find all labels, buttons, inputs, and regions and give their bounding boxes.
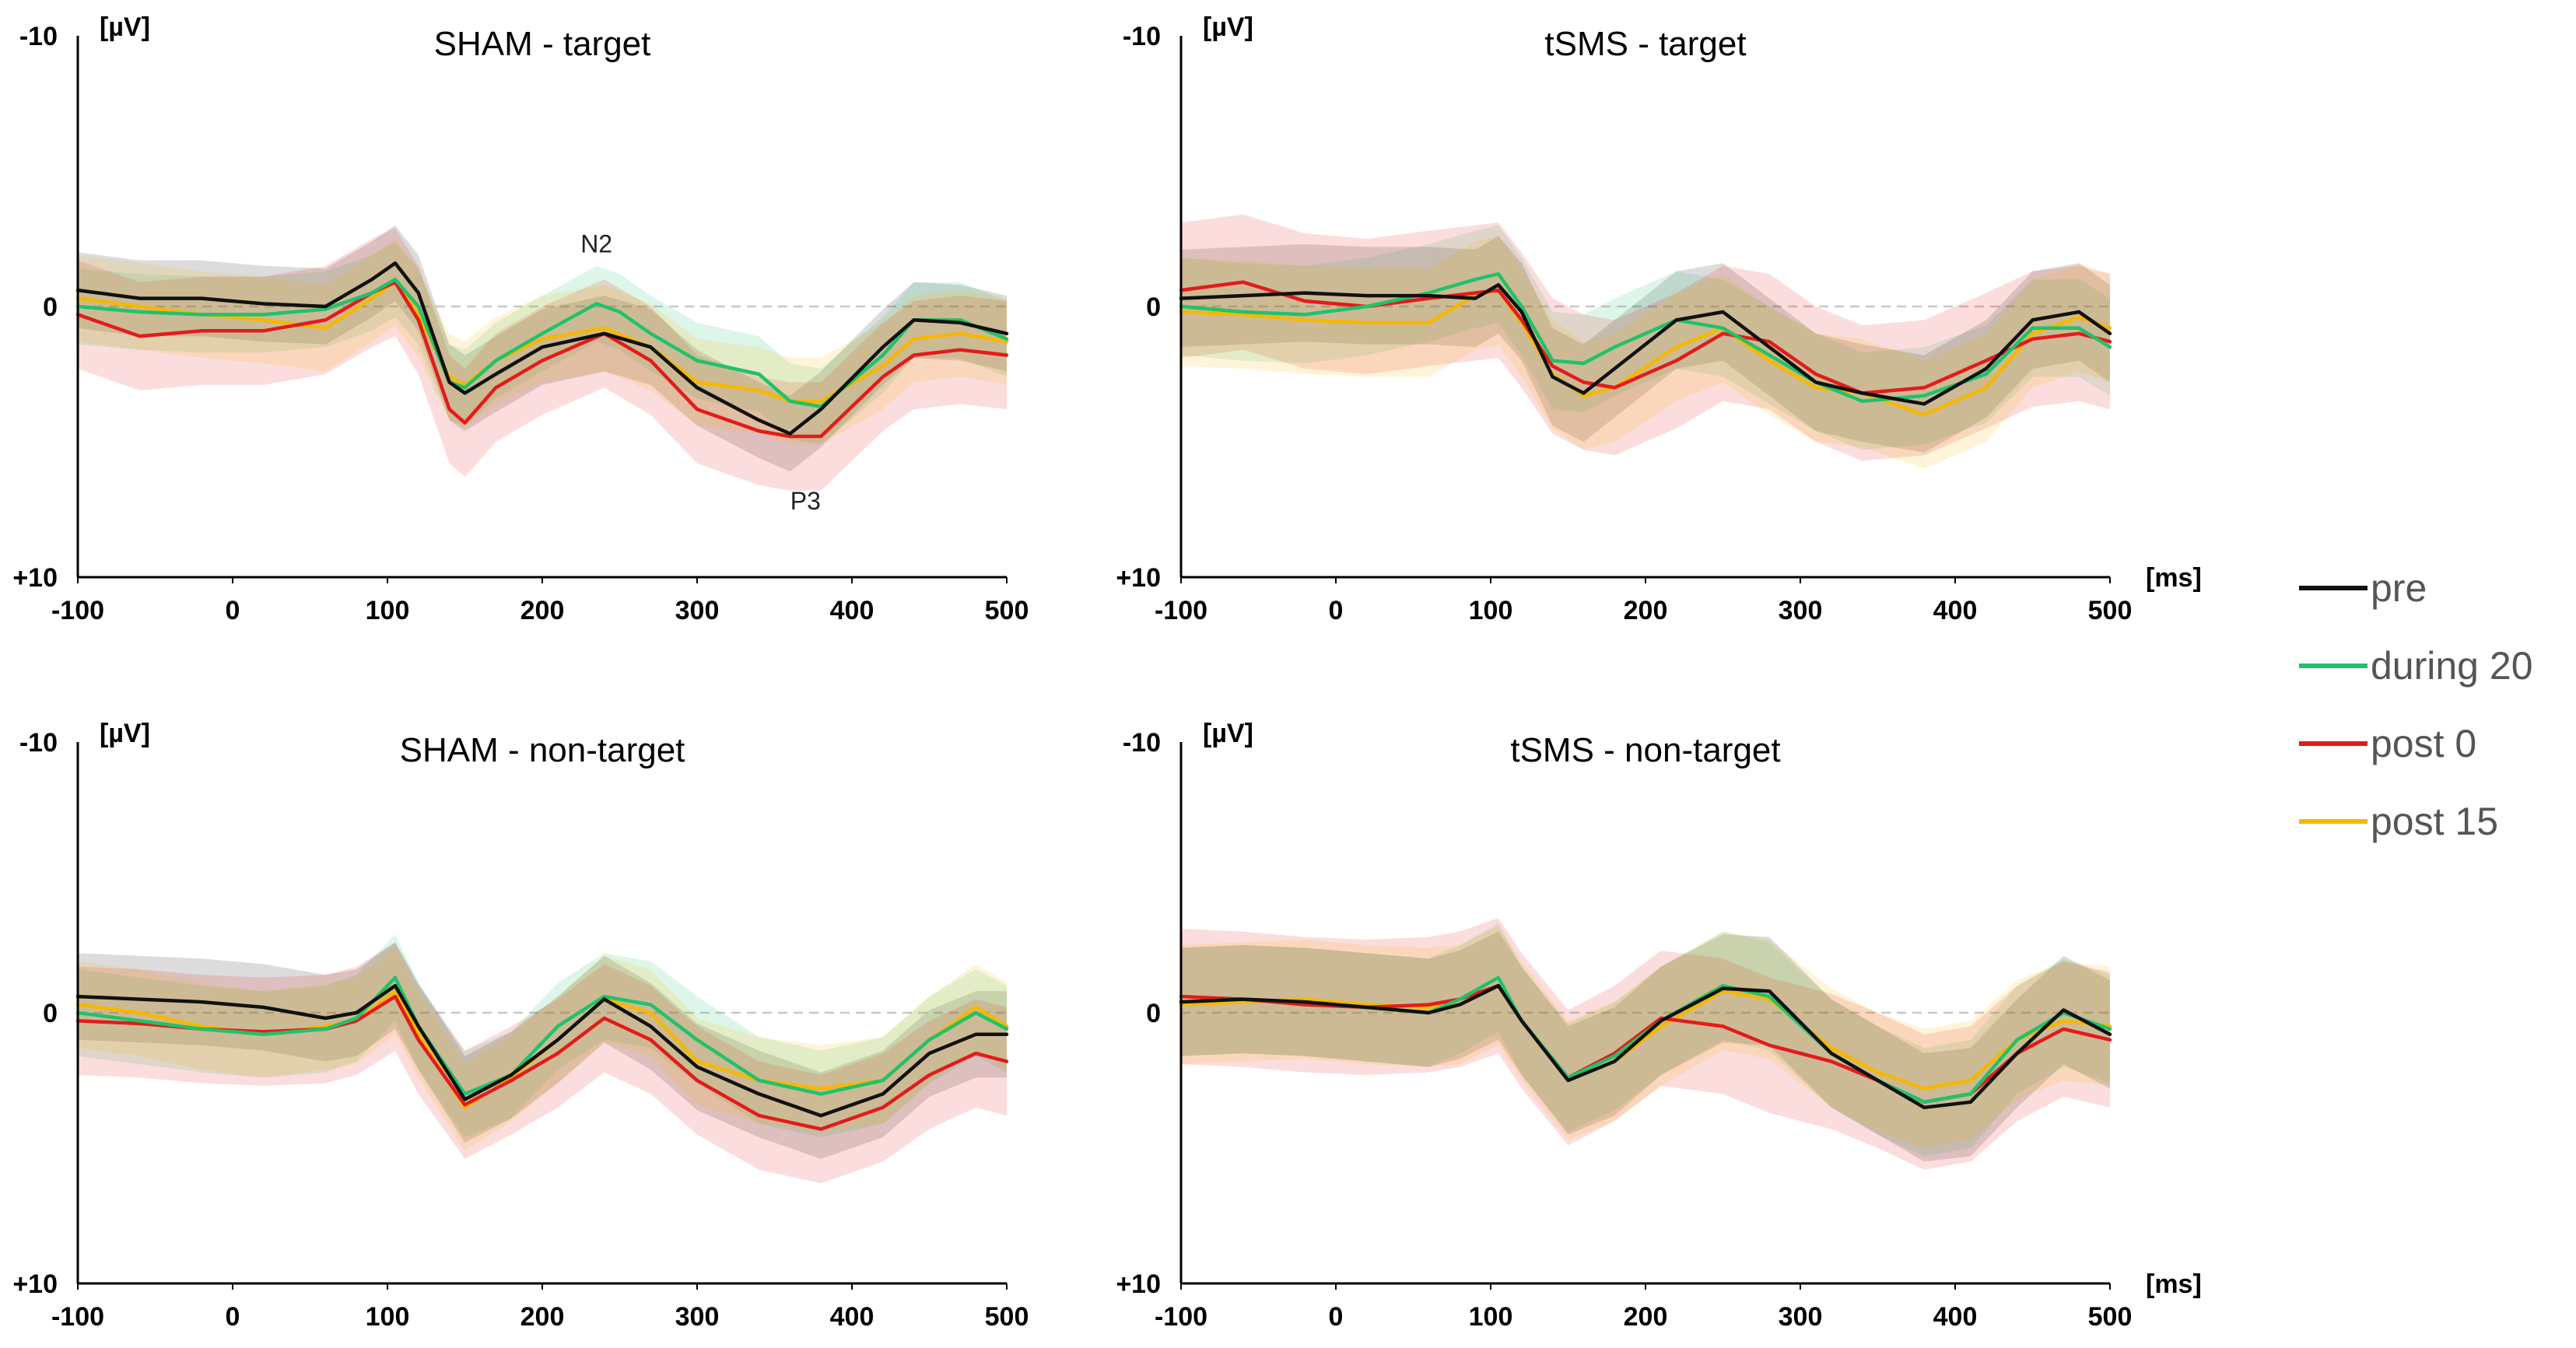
y-tick-top: -10 bbox=[1123, 22, 1161, 51]
series-line-pre bbox=[75, 261, 1009, 436]
y-tick-bottom: +10 bbox=[1116, 563, 1161, 593]
x-tick-label: 500 bbox=[985, 1302, 1029, 1332]
y-tick-top: -10 bbox=[19, 22, 58, 51]
y-tick-zero: 0 bbox=[43, 292, 58, 322]
x-tick-label: 300 bbox=[1779, 1302, 1823, 1332]
legend-label: during 20 bbox=[2371, 644, 2533, 688]
legend-label: pre bbox=[2371, 566, 2427, 610]
x-tick-label: 100 bbox=[366, 1302, 410, 1332]
series-line-pre bbox=[1179, 983, 2112, 1110]
annotation-p3: P3 bbox=[790, 487, 821, 515]
x-tick-label: 200 bbox=[1624, 596, 1668, 625]
panel-title: tSMS - target bbox=[1544, 25, 1746, 63]
y-tick-zero: 0 bbox=[1146, 292, 1161, 322]
x-tick-label: -100 bbox=[1155, 596, 1207, 625]
x-tick-label: 100 bbox=[1469, 1302, 1513, 1332]
panel-sham-nontarget: SHAM - non-target [µV] -10 0 +10 -100 0 10… bbox=[12, 719, 1029, 1332]
series-line-post-0 bbox=[75, 994, 1009, 1131]
x-tick-label: -100 bbox=[51, 596, 104, 625]
legend: pre during 20 post 0 post 15 bbox=[2299, 566, 2533, 843]
series-line-pre bbox=[75, 983, 1009, 1118]
x-tick-label: 100 bbox=[1469, 596, 1513, 625]
y-tick-bottom: +10 bbox=[12, 1269, 58, 1299]
y-unit-label: [µV] bbox=[100, 12, 150, 42]
x-tick-label: 500 bbox=[985, 596, 1029, 625]
x-tick-label: 0 bbox=[226, 1302, 240, 1332]
x-tick-label: 200 bbox=[1624, 1302, 1668, 1332]
x-unit-label: [ms] bbox=[2146, 563, 2202, 593]
panel-title: SHAM - target bbox=[434, 25, 651, 63]
x-tick-label: 400 bbox=[1933, 1302, 1978, 1332]
x-tick-label: 0 bbox=[226, 596, 240, 625]
y-tick-top: -10 bbox=[1123, 728, 1161, 758]
band-post-15 bbox=[78, 239, 1007, 445]
band-post-0 bbox=[1181, 918, 2110, 1170]
x-tick-label: 400 bbox=[1933, 596, 1978, 625]
x-tick-label: 400 bbox=[830, 596, 874, 625]
x-tick-label: -100 bbox=[51, 1302, 104, 1332]
band-during-20 bbox=[78, 934, 1007, 1138]
band-pre bbox=[1181, 931, 2110, 1162]
x-tick-label: 500 bbox=[2088, 1302, 2133, 1332]
annotation-n2: N2 bbox=[580, 229, 612, 257]
panel-tsms-target: tSMS - target [µV] [ms] -10 0 +10 -100 0 1… bbox=[1116, 12, 2201, 625]
series-line-post-0 bbox=[75, 280, 1009, 439]
legend-item-pre: pre bbox=[2299, 566, 2427, 610]
x-tick-label: 100 bbox=[366, 596, 410, 625]
panel-title: SHAM - non-target bbox=[400, 731, 685, 769]
panel-title: tSMS - non-target bbox=[1510, 731, 1780, 769]
plot-area bbox=[75, 225, 1009, 491]
y-tick-bottom: +10 bbox=[1116, 1269, 1161, 1299]
plot-area bbox=[75, 934, 1009, 1184]
x-ticks: -100 0 100 200 300 400 500 bbox=[1155, 1283, 2132, 1332]
panel-sham-target: SHAM - target [µV] -10 0 +10 -100 0 100 200… bbox=[12, 12, 1029, 625]
panel-tsms-nontarget: tSMS - non-target [µV] [ms] -10 0 +10 -1… bbox=[1116, 719, 2201, 1332]
series-line-during-20 bbox=[75, 975, 1009, 1096]
series-line-pre bbox=[1179, 282, 2112, 406]
x-tick-label: 200 bbox=[520, 1302, 565, 1332]
x-ticks: -100 0 100 200 300 400 500 bbox=[51, 577, 1029, 625]
x-tick-label: 0 bbox=[1329, 1302, 1344, 1332]
x-tick-label: 500 bbox=[2088, 596, 2133, 625]
x-tick-label: 300 bbox=[675, 1302, 720, 1332]
x-tick-label: 300 bbox=[1779, 596, 1823, 625]
legend-label: post 0 bbox=[2371, 722, 2476, 765]
y-tick-top: -10 bbox=[19, 728, 58, 758]
x-tick-label: 0 bbox=[1329, 596, 1344, 625]
plot-area bbox=[1179, 918, 2112, 1170]
series-line-post-15 bbox=[1179, 983, 2112, 1091]
legend-label: post 15 bbox=[2371, 800, 2498, 843]
legend-item-during-20: during 20 bbox=[2299, 644, 2533, 688]
x-tick-label: -100 bbox=[1155, 1302, 1207, 1332]
x-tick-label: 400 bbox=[830, 1302, 874, 1332]
plot-area bbox=[1179, 214, 2112, 469]
y-tick-zero: 0 bbox=[1146, 999, 1161, 1028]
series-line-post-0 bbox=[1179, 280, 2112, 395]
annotations: N2 P3 bbox=[580, 229, 821, 515]
y-unit-label: [µV] bbox=[1203, 12, 1253, 42]
x-ticks: -100 0 100 200 300 400 500 bbox=[51, 1283, 1029, 1332]
x-tick-label: 200 bbox=[520, 596, 565, 625]
x-unit-label: [ms] bbox=[2146, 1269, 2202, 1299]
band-during-20 bbox=[1181, 225, 2110, 450]
y-tick-zero: 0 bbox=[43, 999, 58, 1028]
band-during-20 bbox=[78, 241, 1007, 445]
y-unit-label: [µV] bbox=[1203, 719, 1253, 748]
x-tick-label: 300 bbox=[675, 596, 720, 625]
legend-item-post-15: post 15 bbox=[2299, 800, 2498, 843]
x-ticks: -100 0 100 200 300 400 500 bbox=[1155, 577, 2132, 625]
y-tick-bottom: +10 bbox=[12, 563, 58, 593]
y-unit-label: [µV] bbox=[100, 719, 150, 748]
legend-item-post-0: post 0 bbox=[2299, 722, 2476, 765]
